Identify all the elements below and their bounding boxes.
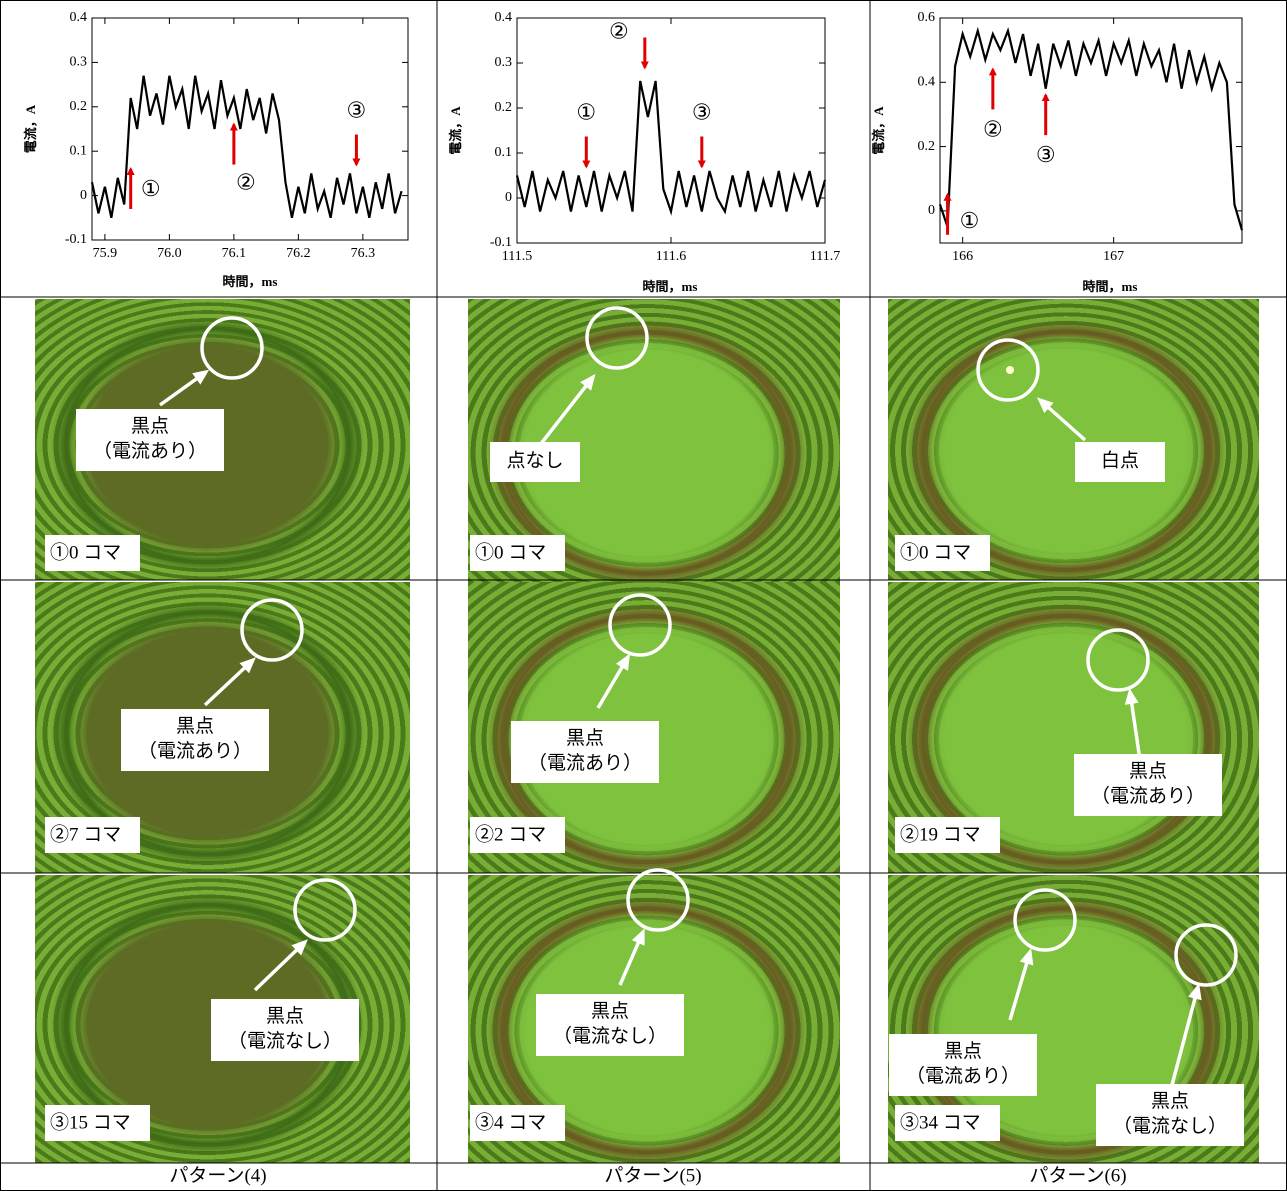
caption: パターン(5) <box>604 1164 701 1186</box>
callout-text: 黒点 <box>176 715 214 737</box>
callout-text: 黒点 <box>566 727 604 749</box>
y-tick-label: 0.1 <box>495 145 513 160</box>
callout-arrow <box>255 942 305 990</box>
annotation-label: ② <box>983 116 1003 141</box>
callout-text: 黒点 <box>1129 760 1167 782</box>
callout-text: （電流なし） <box>228 1030 342 1052</box>
y-tick-label: 0.2 <box>70 99 88 114</box>
callout-text: 黒点 <box>1151 1090 1189 1112</box>
x-tick-label: 111.5 <box>502 249 532 264</box>
white-spot <box>1006 366 1014 374</box>
annotation-label: ③ <box>692 100 712 125</box>
annotation-label: ① <box>960 208 980 233</box>
highlight-circle <box>1015 890 1075 950</box>
annotation-label: ② <box>236 170 256 195</box>
annotation-label: ③ <box>347 98 367 123</box>
x-tick-label: 166 <box>952 249 973 264</box>
annotation-label: ② <box>609 19 629 44</box>
frame-label: ②7 コマ <box>50 823 121 845</box>
frame-label: ①0 コマ <box>475 541 546 563</box>
frame-label: ③15 コマ <box>50 1111 131 1133</box>
callout-arrow <box>598 657 628 708</box>
x-tick-label: 76.1 <box>222 246 247 261</box>
callout-arrow <box>1172 987 1198 1085</box>
callout-text: 黒点 <box>944 1040 982 1062</box>
y-tick-label: 0.6 <box>918 10 936 25</box>
y-tick-label: 0.1 <box>70 143 88 158</box>
x-tick-label: 76.3 <box>351 246 376 261</box>
highlight-circle <box>628 870 688 930</box>
x-tick-label: 167 <box>1103 249 1124 264</box>
annotation-label: ① <box>141 176 161 201</box>
frame-label: ①0 コマ <box>50 541 121 563</box>
callout-text: （電流あり） <box>138 740 252 762</box>
x-tick-label: 111.7 <box>810 249 840 264</box>
y-tick-label: 0.2 <box>918 139 936 154</box>
highlight-circle <box>610 595 670 655</box>
callout-text: 黒点 <box>266 1005 304 1027</box>
y-tick-label: 0 <box>928 203 935 218</box>
annotation-label: ③ <box>1036 142 1056 167</box>
highlight-circle <box>295 880 355 940</box>
y-axis-label: 電流，A <box>448 106 463 155</box>
y-tick-label: 0.4 <box>70 10 88 25</box>
callout-text: （電流あり） <box>1091 785 1205 807</box>
y-tick-label: 0.3 <box>495 55 513 70</box>
y-tick-label: 0.3 <box>70 55 88 70</box>
y-tick-label: 0.4 <box>918 75 936 90</box>
frame-label: ②2 コマ <box>475 823 546 845</box>
callout-arrow <box>1130 692 1140 760</box>
x-axis-label: 時間，ms <box>1083 279 1138 294</box>
callout-text: 白点 <box>1101 449 1139 471</box>
callout-arrow <box>1010 952 1030 1020</box>
annotation-label: ① <box>576 100 596 125</box>
callout-text: （電流あり） <box>528 752 642 774</box>
callout-text: （電流なし） <box>1113 1115 1227 1137</box>
y-tick-label: 0.4 <box>495 10 513 25</box>
highlight-circle <box>587 308 647 368</box>
current-trace <box>517 81 825 212</box>
highlight-circle <box>1088 630 1148 690</box>
y-tick-label: -0.1 <box>65 232 87 247</box>
figure: -0.1 0 0.1 0.2 0.3 0.4 75.9 76.0 76.1 76.2 76.3 時間，… <box>0 0 1287 1191</box>
highlight-circle <box>202 318 262 378</box>
highlight-circle <box>242 600 302 660</box>
callout-arrow <box>540 377 593 445</box>
y-tick-label: 0 <box>505 190 512 205</box>
frame-label: ①0 コマ <box>900 541 971 563</box>
x-tick-label: 76.0 <box>157 246 182 261</box>
callout-text: 点なし <box>506 449 563 471</box>
y-axis-label: 電流，A <box>23 104 38 153</box>
x-axis-label: 時間，ms <box>643 279 698 294</box>
callout-text: （電流なし） <box>553 1025 667 1047</box>
x-axis-label: 時間，ms <box>223 274 278 289</box>
callout-text: 黒点 <box>131 415 169 437</box>
plot-frame <box>92 18 408 240</box>
frame-label: ③4 コマ <box>475 1111 546 1133</box>
frame-label: ②19 コマ <box>900 823 981 845</box>
caption: パターン(4) <box>169 1164 266 1186</box>
x-tick-label: 111.6 <box>656 249 686 264</box>
caption: パターン(6) <box>1029 1164 1126 1186</box>
highlight-circle <box>1176 925 1236 985</box>
callout-arrow <box>205 660 253 705</box>
y-tick-label: 0 <box>80 188 87 203</box>
callout-arrow <box>620 932 643 985</box>
y-tick-label: -0.1 <box>490 235 512 250</box>
callout-text: （電流あり） <box>906 1065 1020 1087</box>
callout-text: （電流あり） <box>93 440 207 462</box>
y-tick-label: 0.2 <box>495 100 513 115</box>
callout-arrow <box>160 372 206 405</box>
callout-text: 黒点 <box>591 1000 629 1022</box>
x-tick-label: 76.2 <box>286 246 311 261</box>
frame-label: ③34 コマ <box>900 1111 981 1133</box>
page: {"chart_data": [ {"type": "line", "xlabe… <box>0 0 1287 1191</box>
x-tick-label: 75.9 <box>93 246 118 261</box>
y-axis-label: 電流，A <box>871 106 886 155</box>
callout-arrow <box>1040 400 1085 440</box>
